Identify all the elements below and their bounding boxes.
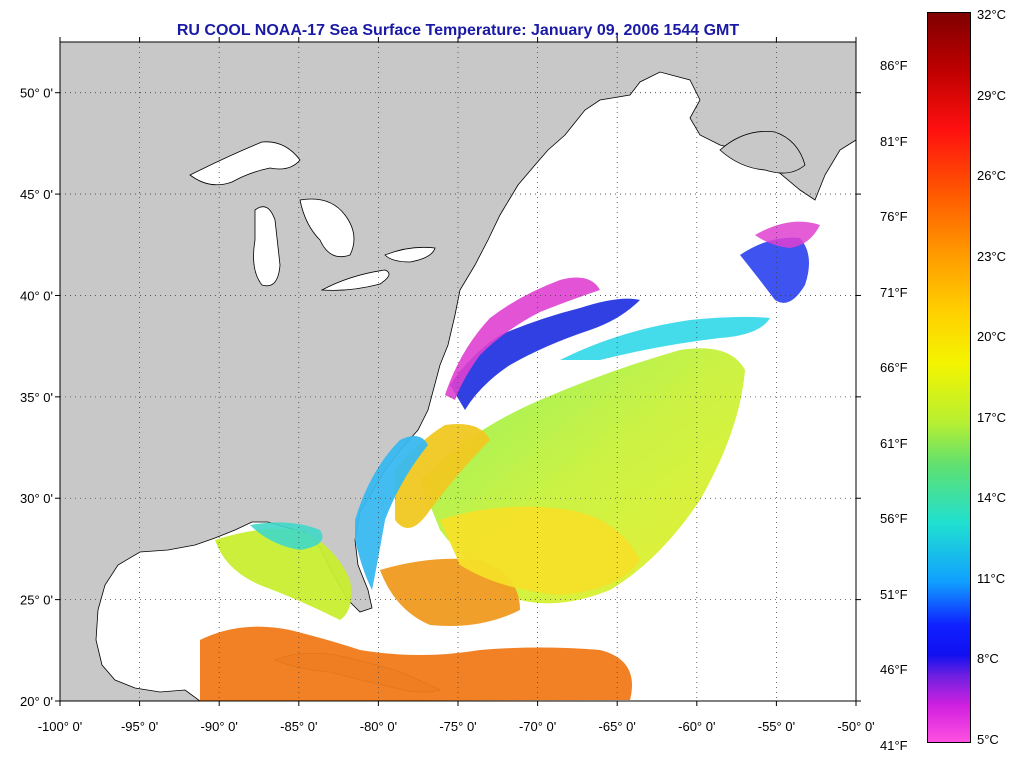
colorbar-fahrenheit-label: 86°F — [880, 58, 908, 73]
lon-tick-label: -65° 0' — [599, 719, 636, 734]
colorbar-fahrenheit-label: 51°F — [880, 586, 908, 602]
lon-tick-label: -55° 0' — [758, 719, 795, 734]
sst-nova-scotia-magenta — [755, 221, 820, 248]
colorbar-celsius-label: 8°C — [977, 651, 999, 667]
sst-gulf-cyan — [250, 522, 323, 550]
colorbar-fahrenheit-label: 46°F — [880, 662, 908, 677]
colorbar-celsius-label: 17°C — [977, 409, 1007, 425]
sst-shelf-magenta — [445, 277, 600, 400]
colorbar-celsius-label: 32°C — [977, 7, 1007, 22]
colorbar-fahrenheit-label: 81°F — [880, 133, 908, 149]
lon-tick-label: -75° 0' — [439, 719, 476, 734]
lake-erie — [320, 269, 390, 291]
lake-michigan — [253, 206, 281, 287]
lat-tick-label: 25° 0' — [20, 593, 53, 608]
temperature-colorbar — [927, 12, 971, 743]
axis-ticks — [55, 37, 861, 706]
colorbar-celsius-label: 23°C — [977, 248, 1007, 264]
lon-tick-label: -95° 0' — [121, 719, 158, 734]
colorbar-fahrenheit-label: 41°F — [880, 737, 908, 753]
lon-tick-label: -80° 0' — [360, 719, 397, 734]
sst-nova-scotia-blue — [740, 237, 809, 303]
latitude-labels: 20° 0' 25° 0' 30° 0' 35° 0' 40° 0' 45° 0' 50° … — [20, 86, 53, 709]
map-title: RU COOL NOAA-17 Sea Surface Temperature:… — [176, 22, 740, 39]
colorbar-fahrenheit-label: 71°F — [880, 284, 908, 300]
sst-caribbean — [200, 626, 632, 701]
longitude-labels: -100° 0' -95° 0' -90° 0' -85° 0' -80° 0' -75°… — [38, 719, 875, 734]
lat-tick-label: 50° 0' — [20, 86, 53, 101]
colorbar-celsius-label: 26°C — [977, 168, 1007, 184]
sst-gulf-stream-cold — [450, 298, 640, 410]
sst-yellow-south — [440, 506, 640, 595]
lake-huron — [299, 198, 355, 258]
lat-tick-label: 40° 0' — [20, 288, 53, 303]
lon-tick-label: -90° 0' — [201, 719, 238, 734]
colorbar-celsius-label: 5°C — [977, 732, 999, 747]
colorbar-fahrenheit-label: 61°F — [880, 435, 908, 451]
sst-cyan-band — [560, 316, 770, 360]
sst-gulf-of-mexico — [215, 528, 352, 620]
colorbar-celsius-label: 20°C — [977, 329, 1007, 345]
lat-tick-label: 30° 0' — [20, 491, 53, 506]
lon-tick-label: -50° 0' — [837, 719, 874, 734]
great-lakes — [189, 141, 301, 186]
lat-tick-label: 45° 0' — [20, 187, 53, 202]
colorbar-fahrenheit-label: 76°F — [880, 209, 908, 224]
lon-tick-label: -85° 0' — [280, 719, 317, 734]
colorbar-celsius-label: 11°C — [977, 570, 1006, 586]
lake-ontario — [384, 246, 436, 263]
colorbar-fahrenheit-label: 56°F — [880, 511, 908, 526]
colorbar-celsius-label: 14°C — [977, 490, 1007, 506]
sst-florida-coast — [355, 436, 428, 590]
newfoundland-land — [719, 131, 806, 174]
lon-tick-label: -70° 0' — [519, 719, 556, 734]
colorbar-celsius-label: 29°C — [977, 87, 1007, 103]
colorbar-fahrenheit-label: 66°F — [880, 360, 908, 375]
lat-tick-label: 20° 0' — [20, 694, 53, 709]
lat-tick-label: 35° 0' — [20, 390, 53, 405]
lon-tick-label: -100° 0' — [38, 719, 83, 734]
lon-tick-label: -60° 0' — [678, 719, 715, 734]
